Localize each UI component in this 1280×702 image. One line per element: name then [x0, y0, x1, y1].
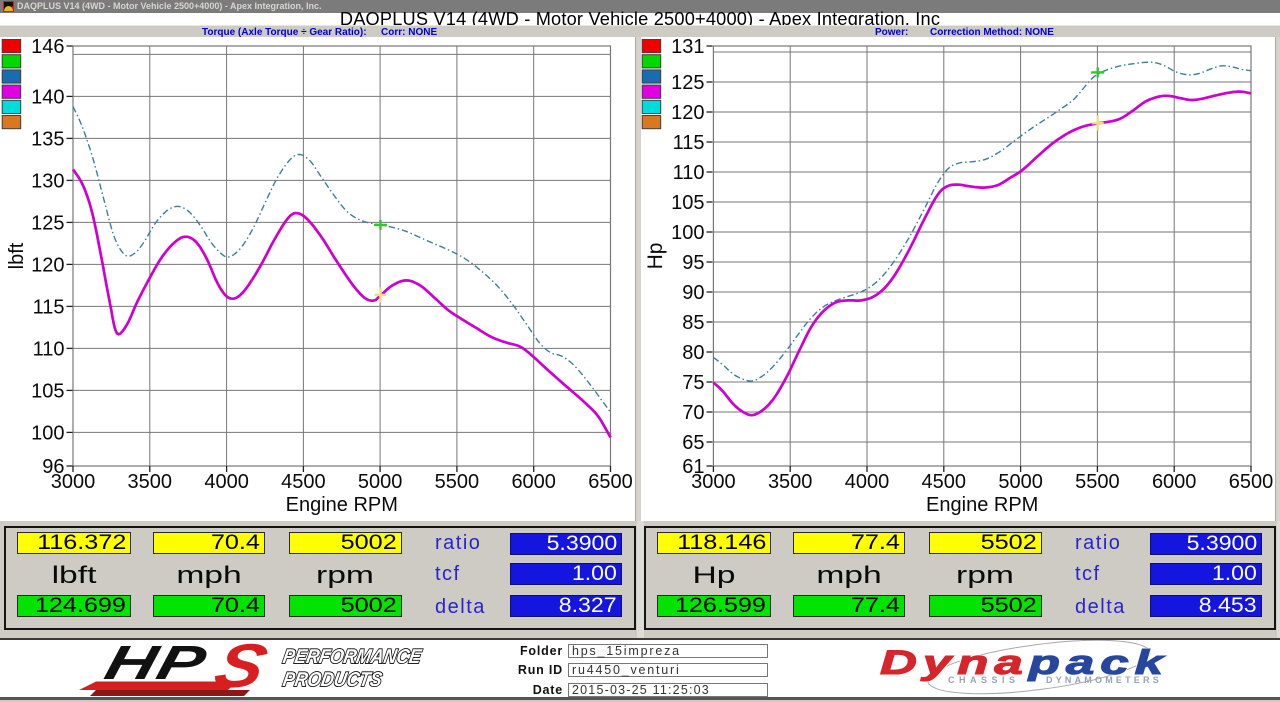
svg-text:110: 110 [673, 162, 705, 184]
svg-text:65: 65 [682, 432, 704, 454]
svg-text:3000: 3000 [51, 471, 96, 493]
svg-text:105: 105 [31, 380, 64, 402]
svg-text:4500: 4500 [281, 471, 326, 493]
svg-text:125: 125 [671, 72, 704, 94]
svg-text:6500: 6500 [588, 471, 633, 493]
svg-text:4000: 4000 [845, 471, 890, 493]
svg-text:Engine RPM: Engine RPM [286, 494, 398, 516]
svg-text:95: 95 [682, 252, 704, 274]
svg-text:6500: 6500 [1229, 471, 1274, 493]
svg-text:140: 140 [31, 86, 64, 108]
svg-text:80: 80 [682, 342, 704, 364]
svg-text:61: 61 [682, 456, 704, 478]
svg-text:3500: 3500 [768, 471, 813, 493]
svg-text:115: 115 [33, 296, 65, 318]
svg-text:90: 90 [682, 282, 704, 304]
svg-text:131: 131 [671, 37, 704, 58]
svg-text:5000: 5000 [358, 471, 403, 493]
svg-text:146: 146 [31, 37, 64, 58]
svg-text:96: 96 [42, 456, 64, 478]
svg-text:lbft: lbft [6, 242, 28, 269]
svg-text:105: 105 [671, 192, 704, 214]
svg-text:100: 100 [671, 222, 704, 244]
svg-text:Engine RPM: Engine RPM [926, 494, 1038, 516]
svg-text:125: 125 [31, 212, 64, 234]
svg-text:130: 130 [31, 170, 64, 192]
svg-text:75: 75 [682, 372, 704, 394]
svg-text:120: 120 [671, 102, 704, 124]
svg-text:Hp: Hp [644, 243, 667, 270]
svg-text:5500: 5500 [1075, 471, 1120, 493]
svg-text:85: 85 [682, 312, 704, 334]
svg-text:5000: 5000 [998, 471, 1043, 493]
svg-text:3000: 3000 [691, 471, 736, 493]
svg-text:120: 120 [31, 254, 64, 276]
svg-text:70: 70 [682, 402, 704, 424]
svg-text:4500: 4500 [922, 471, 967, 493]
svg-text:4000: 4000 [204, 471, 249, 493]
svg-text:100: 100 [31, 422, 64, 444]
svg-text:6000: 6000 [511, 471, 556, 493]
svg-text:5500: 5500 [435, 471, 480, 493]
svg-text:6000: 6000 [1152, 471, 1197, 493]
svg-text:115: 115 [673, 132, 705, 154]
svg-text:110: 110 [33, 338, 65, 360]
svg-text:3500: 3500 [128, 471, 173, 493]
svg-text:135: 135 [31, 128, 64, 150]
